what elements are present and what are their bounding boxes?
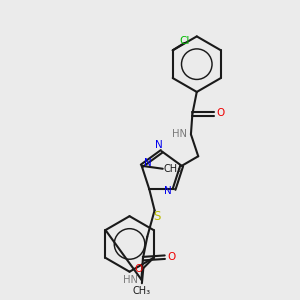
Text: CH₃: CH₃: [163, 164, 181, 174]
Text: O: O: [217, 108, 225, 118]
Text: N: N: [155, 140, 163, 150]
Text: CH₃: CH₃: [133, 286, 151, 296]
Text: Cl: Cl: [180, 36, 190, 46]
Text: O: O: [134, 264, 142, 274]
Text: HN: HN: [123, 275, 138, 285]
Text: O: O: [167, 252, 176, 262]
Text: N: N: [164, 186, 172, 196]
Text: HN: HN: [172, 129, 187, 139]
Text: N: N: [144, 158, 152, 169]
Text: S: S: [153, 210, 161, 223]
